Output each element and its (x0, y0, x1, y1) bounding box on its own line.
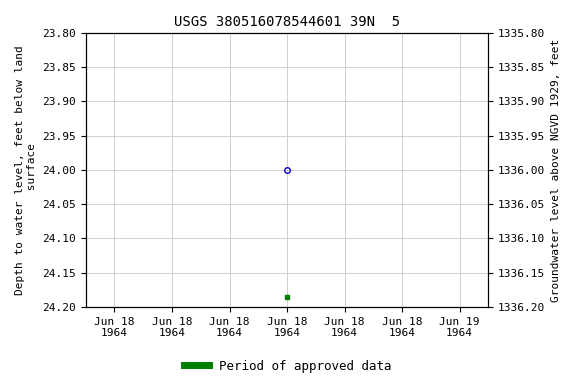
Y-axis label: Groundwater level above NGVD 1929, feet: Groundwater level above NGVD 1929, feet (551, 38, 561, 301)
Y-axis label: Depth to water level, feet below land
 surface: Depth to water level, feet below land su… (15, 45, 37, 295)
Title: USGS 380516078544601 39N  5: USGS 380516078544601 39N 5 (174, 15, 400, 29)
Legend: Period of approved data: Period of approved data (179, 355, 397, 378)
